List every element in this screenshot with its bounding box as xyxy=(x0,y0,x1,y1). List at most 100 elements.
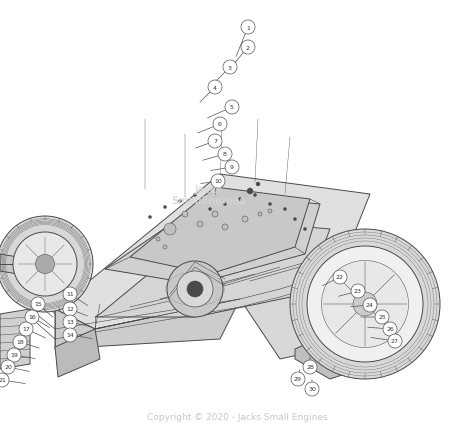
Text: 8: 8 xyxy=(223,152,227,157)
Circle shape xyxy=(321,261,409,348)
Circle shape xyxy=(307,247,423,362)
Circle shape xyxy=(291,372,305,386)
Circle shape xyxy=(63,302,77,316)
Circle shape xyxy=(148,216,152,219)
Circle shape xyxy=(258,212,262,216)
Circle shape xyxy=(293,218,297,221)
Text: 24: 24 xyxy=(366,303,374,308)
Text: 21: 21 xyxy=(0,378,6,383)
Circle shape xyxy=(333,270,347,284)
Polygon shape xyxy=(130,187,310,274)
Circle shape xyxy=(179,200,182,203)
Text: 28: 28 xyxy=(306,365,314,370)
Circle shape xyxy=(163,245,167,249)
Circle shape xyxy=(223,61,237,75)
Text: 22: 22 xyxy=(336,275,344,280)
Circle shape xyxy=(283,208,286,211)
Circle shape xyxy=(167,261,223,317)
Circle shape xyxy=(383,322,397,336)
Circle shape xyxy=(63,328,77,342)
Text: 10: 10 xyxy=(214,179,222,184)
Text: 23: 23 xyxy=(354,289,362,294)
Circle shape xyxy=(31,297,45,311)
Polygon shape xyxy=(105,194,320,284)
Text: 6: 6 xyxy=(218,122,222,127)
Circle shape xyxy=(197,222,203,227)
Text: 12: 12 xyxy=(66,307,74,312)
Circle shape xyxy=(19,322,33,336)
Text: 15: 15 xyxy=(34,302,42,307)
Text: 26: 26 xyxy=(386,327,394,332)
Polygon shape xyxy=(55,299,240,349)
Circle shape xyxy=(224,203,227,206)
Text: 11: 11 xyxy=(66,292,74,297)
Circle shape xyxy=(193,194,197,197)
Polygon shape xyxy=(0,309,30,369)
Circle shape xyxy=(208,81,222,95)
Circle shape xyxy=(241,41,255,55)
Text: 20: 20 xyxy=(4,365,12,370)
Polygon shape xyxy=(330,327,368,364)
Circle shape xyxy=(290,230,440,379)
Text: 5: 5 xyxy=(230,105,234,110)
Circle shape xyxy=(63,287,77,301)
Circle shape xyxy=(177,272,213,307)
Circle shape xyxy=(268,203,272,206)
Polygon shape xyxy=(55,329,100,377)
Text: 3: 3 xyxy=(228,65,232,71)
Circle shape xyxy=(25,310,39,324)
Text: 1: 1 xyxy=(246,25,250,30)
Circle shape xyxy=(353,292,377,316)
Circle shape xyxy=(268,209,272,213)
Circle shape xyxy=(388,334,402,348)
Circle shape xyxy=(0,373,9,387)
Text: 16: 16 xyxy=(28,315,36,320)
Circle shape xyxy=(164,206,166,209)
Polygon shape xyxy=(0,254,18,274)
Circle shape xyxy=(187,281,203,297)
Polygon shape xyxy=(95,219,330,317)
Circle shape xyxy=(213,118,227,132)
Circle shape xyxy=(241,21,255,35)
Circle shape xyxy=(0,216,93,312)
Circle shape xyxy=(63,315,77,329)
Circle shape xyxy=(303,360,317,374)
Circle shape xyxy=(218,148,232,162)
Circle shape xyxy=(247,189,253,194)
Circle shape xyxy=(225,161,239,175)
Circle shape xyxy=(36,255,55,274)
Circle shape xyxy=(182,212,188,218)
Text: 25: 25 xyxy=(378,315,386,320)
Circle shape xyxy=(208,135,222,148)
Circle shape xyxy=(13,233,77,297)
Circle shape xyxy=(242,216,248,223)
Circle shape xyxy=(222,225,228,230)
Text: 17: 17 xyxy=(22,327,30,332)
Circle shape xyxy=(209,208,211,211)
Circle shape xyxy=(305,382,319,396)
Circle shape xyxy=(13,335,27,349)
Circle shape xyxy=(156,237,160,241)
Text: 14: 14 xyxy=(66,333,74,338)
Text: 18: 18 xyxy=(16,340,24,345)
Circle shape xyxy=(351,284,365,298)
Circle shape xyxy=(164,223,176,236)
Text: 9: 9 xyxy=(230,165,234,170)
Polygon shape xyxy=(295,329,365,379)
Circle shape xyxy=(238,198,241,201)
Text: 29: 29 xyxy=(294,377,302,381)
Text: 2: 2 xyxy=(246,46,250,50)
Text: 19: 19 xyxy=(10,353,18,358)
Circle shape xyxy=(375,310,389,324)
Circle shape xyxy=(1,360,15,374)
Circle shape xyxy=(363,298,377,312)
Text: 30: 30 xyxy=(308,387,316,392)
Circle shape xyxy=(211,175,225,189)
Text: Copyright © 2020 - Jacks Small Engines: Copyright © 2020 - Jacks Small Engines xyxy=(146,412,328,420)
Polygon shape xyxy=(240,269,370,359)
Text: 27: 27 xyxy=(391,339,399,344)
Circle shape xyxy=(225,101,239,115)
Circle shape xyxy=(7,348,21,362)
Text: 7: 7 xyxy=(213,139,217,144)
Circle shape xyxy=(256,183,260,187)
